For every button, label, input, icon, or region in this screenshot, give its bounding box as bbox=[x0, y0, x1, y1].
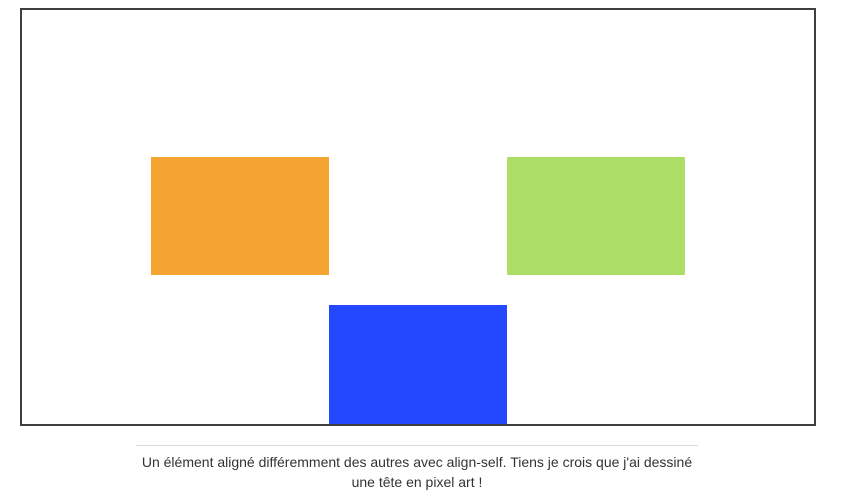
flex-demo-container bbox=[20, 8, 816, 426]
blue-box bbox=[329, 305, 507, 424]
green-box bbox=[507, 157, 685, 275]
figure-caption: Un élément aligné différemment des autre… bbox=[141, 454, 693, 490]
orange-box bbox=[151, 157, 329, 275]
caption-divider bbox=[136, 445, 698, 446]
